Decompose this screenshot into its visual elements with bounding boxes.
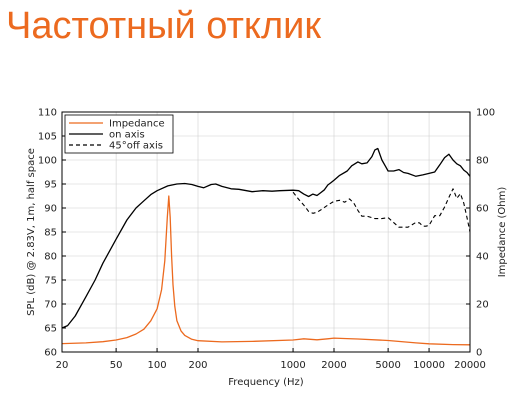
x-tick-label: 5000 [375, 360, 400, 371]
legend-label: on axis [109, 130, 145, 141]
x-tick-label: 10000 [413, 360, 445, 371]
x-tick-label: 2000 [321, 360, 346, 371]
y-left-tick-label: 60 [44, 348, 57, 359]
series-line-45-off-axis [292, 188, 471, 233]
x-tick-label: 100 [148, 360, 167, 371]
y-right-tick-label: 20 [476, 300, 489, 311]
y-right-tick-label: 0 [476, 348, 482, 359]
x-tick-label: 20 [56, 360, 69, 371]
x-tick-label: 1000 [280, 360, 305, 371]
legend-label: Impedance [109, 119, 165, 130]
y-right-tick-label: 80 [476, 156, 489, 167]
y-right-tick-label: 40 [476, 252, 489, 263]
y-left-tick-label: 75 [44, 276, 57, 287]
y-left-tick-label: 110 [38, 108, 57, 119]
y-left-tick-label: 85 [44, 228, 57, 239]
series-line-impedance [61, 195, 471, 346]
axis-ticks: 20 50 100 200 1000 2000 5000 10000 2000060657075… [38, 108, 495, 372]
y-left-tick-label: 70 [44, 300, 57, 311]
page-title: Частотный отклик [6, 5, 322, 47]
y-left-tick-label: 80 [44, 252, 57, 263]
y-left-tick-label: 95 [44, 180, 57, 191]
y-left-tick-label: 65 [44, 324, 57, 335]
series-line-on-axis [61, 147, 471, 329]
x-tick-label: 20000 [454, 360, 486, 371]
y-left-tick-label: 105 [38, 132, 57, 143]
x-tick-label: 50 [110, 360, 123, 371]
y-axis-right-label: Impedance (Ohm) [497, 187, 508, 278]
legend-label: 45°off axis [109, 141, 163, 152]
grid-lines [62, 112, 470, 352]
y-axis-left-label: SPL (dB) @ 2.83V, 1m, half space [26, 148, 37, 316]
y-left-tick-label: 90 [44, 204, 57, 215]
y-left-tick-label: 100 [38, 156, 57, 167]
plot-curves [61, 147, 471, 346]
y-right-tick-label: 60 [476, 204, 489, 215]
x-axis-label: Frequency (Hz) [228, 377, 304, 388]
y-right-tick-label: 100 [476, 108, 495, 119]
x-tick-label: 200 [188, 360, 207, 371]
